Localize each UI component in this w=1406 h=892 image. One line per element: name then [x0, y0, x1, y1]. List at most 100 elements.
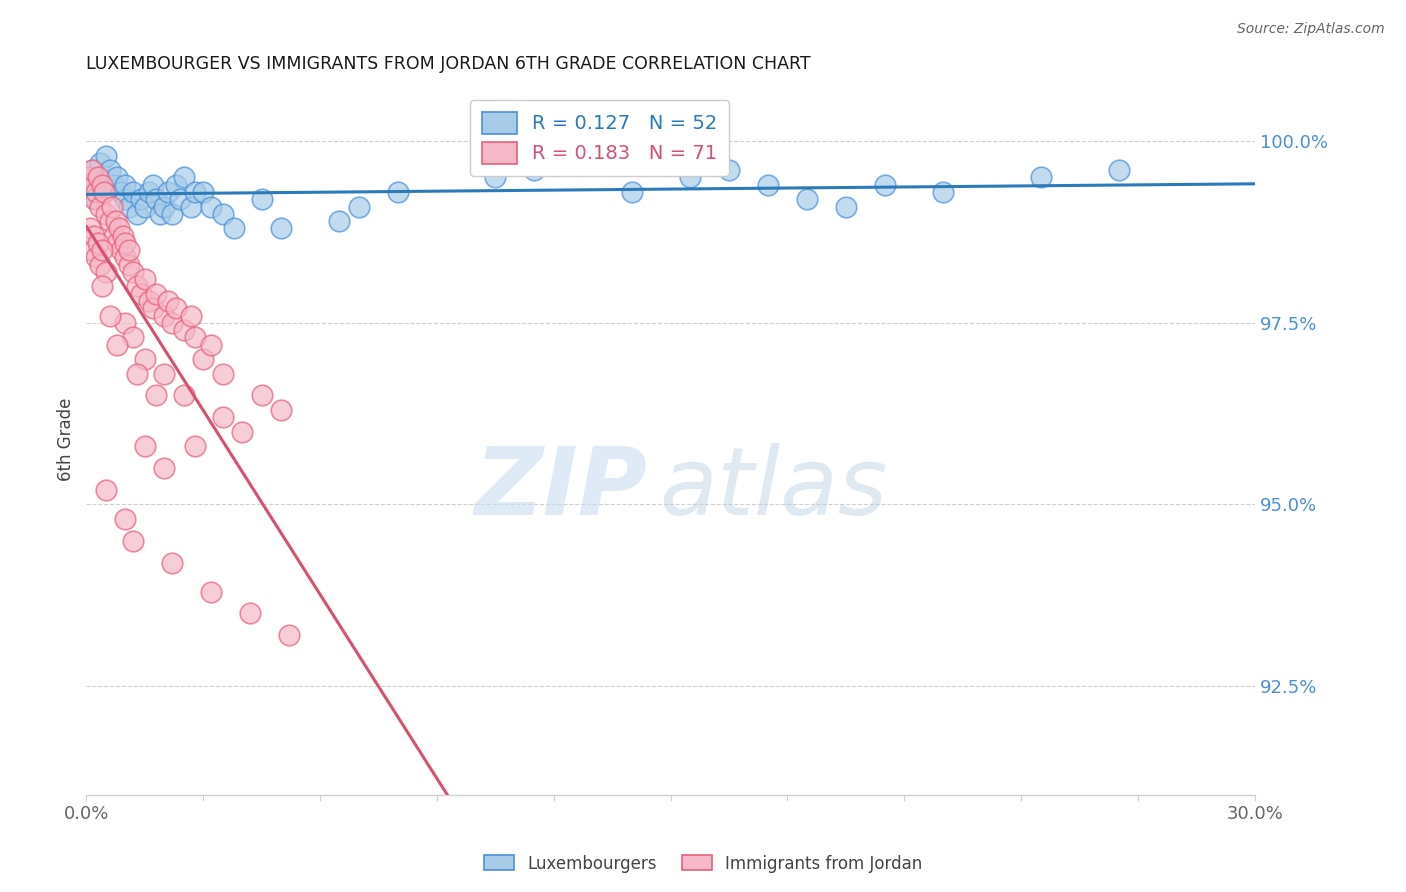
- Point: [94, 149, 117, 163]
- Point: [110, 243, 132, 257]
- Point: [103, 228, 125, 243]
- Point: [250, 388, 273, 402]
- Point: [93, 185, 115, 199]
- Point: [122, 330, 145, 344]
- Point: [125, 207, 148, 221]
- Point: [873, 178, 896, 192]
- Point: [138, 293, 160, 308]
- Point: [250, 192, 273, 206]
- Point: [114, 178, 136, 192]
- Point: [184, 439, 207, 453]
- Point: [114, 512, 136, 526]
- Text: ZIP: ZIP: [474, 443, 647, 535]
- Y-axis label: 6th Grade: 6th Grade: [58, 397, 75, 481]
- Point: [107, 235, 129, 250]
- Point: [387, 185, 409, 199]
- Point: [211, 410, 233, 425]
- Point: [160, 207, 183, 221]
- Point: [83, 178, 105, 192]
- Point: [94, 265, 117, 279]
- Point: [173, 388, 195, 402]
- Point: [160, 556, 183, 570]
- Point: [90, 185, 112, 199]
- Point: [87, 235, 110, 250]
- Point: [84, 251, 107, 265]
- Point: [98, 309, 121, 323]
- Point: [239, 607, 262, 621]
- Point: [103, 178, 125, 192]
- Point: [118, 200, 141, 214]
- Point: [153, 367, 176, 381]
- Point: [191, 185, 214, 199]
- Point: [160, 316, 183, 330]
- Point: [107, 337, 129, 351]
- Point: [191, 352, 214, 367]
- Point: [134, 439, 156, 453]
- Point: [173, 170, 195, 185]
- Point: [118, 258, 141, 272]
- Point: [932, 185, 955, 199]
- Point: [270, 221, 292, 235]
- Point: [180, 200, 202, 214]
- Legend: R = 0.127   N = 52, R = 0.183   N = 71: R = 0.127 N = 52, R = 0.183 N = 71: [470, 100, 730, 176]
- Point: [79, 178, 101, 192]
- Point: [77, 170, 100, 185]
- Point: [157, 185, 180, 199]
- Point: [835, 200, 858, 214]
- Point: [180, 309, 202, 323]
- Point: [122, 185, 145, 199]
- Point: [79, 221, 101, 235]
- Point: [620, 185, 643, 199]
- Point: [134, 272, 156, 286]
- Point: [87, 170, 110, 185]
- Point: [1029, 170, 1052, 185]
- Point: [211, 367, 233, 381]
- Point: [200, 200, 222, 214]
- Point: [122, 265, 145, 279]
- Point: [98, 214, 121, 228]
- Point: [129, 286, 152, 301]
- Point: [122, 533, 145, 548]
- Point: [114, 251, 136, 265]
- Point: [134, 352, 156, 367]
- Point: [756, 178, 779, 192]
- Point: [112, 228, 135, 243]
- Point: [153, 200, 176, 214]
- Point: [173, 323, 195, 337]
- Point: [90, 178, 112, 192]
- Point: [89, 258, 111, 272]
- Point: [118, 243, 141, 257]
- Point: [145, 286, 167, 301]
- Point: [108, 221, 131, 235]
- Text: LUXEMBOURGER VS IMMIGRANTS FROM JORDAN 6TH GRADE CORRELATION CHART: LUXEMBOURGER VS IMMIGRANTS FROM JORDAN 6…: [86, 55, 811, 73]
- Point: [100, 200, 122, 214]
- Point: [145, 192, 167, 206]
- Point: [82, 243, 104, 257]
- Point: [1108, 163, 1130, 178]
- Point: [224, 221, 246, 235]
- Point: [83, 192, 105, 206]
- Point: [157, 293, 180, 308]
- Point: [141, 178, 163, 192]
- Point: [94, 483, 117, 497]
- Point: [90, 243, 112, 257]
- Point: [79, 170, 101, 185]
- Point: [107, 170, 129, 185]
- Point: [141, 301, 163, 316]
- Point: [84, 192, 107, 206]
- Point: [484, 170, 506, 185]
- Point: [83, 228, 105, 243]
- Point: [84, 185, 107, 199]
- Point: [679, 170, 702, 185]
- Point: [184, 330, 207, 344]
- Point: [138, 185, 160, 199]
- Point: [94, 207, 117, 221]
- Point: [129, 192, 152, 206]
- Point: [523, 163, 546, 178]
- Point: [165, 301, 187, 316]
- Point: [89, 200, 111, 214]
- Point: [134, 200, 156, 214]
- Point: [114, 235, 136, 250]
- Point: [87, 170, 110, 185]
- Point: [153, 461, 176, 475]
